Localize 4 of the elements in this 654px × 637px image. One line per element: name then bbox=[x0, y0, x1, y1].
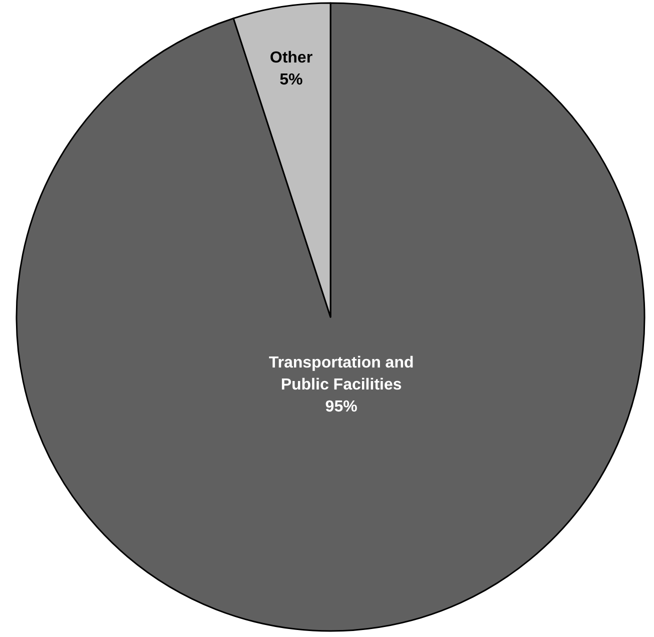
slice-label: Transportation and Public Facilities bbox=[268, 354, 414, 394]
data-label: 95% bbox=[325, 398, 358, 416]
slice-label: Other bbox=[270, 49, 313, 66]
data-label: 5% bbox=[280, 71, 303, 88]
